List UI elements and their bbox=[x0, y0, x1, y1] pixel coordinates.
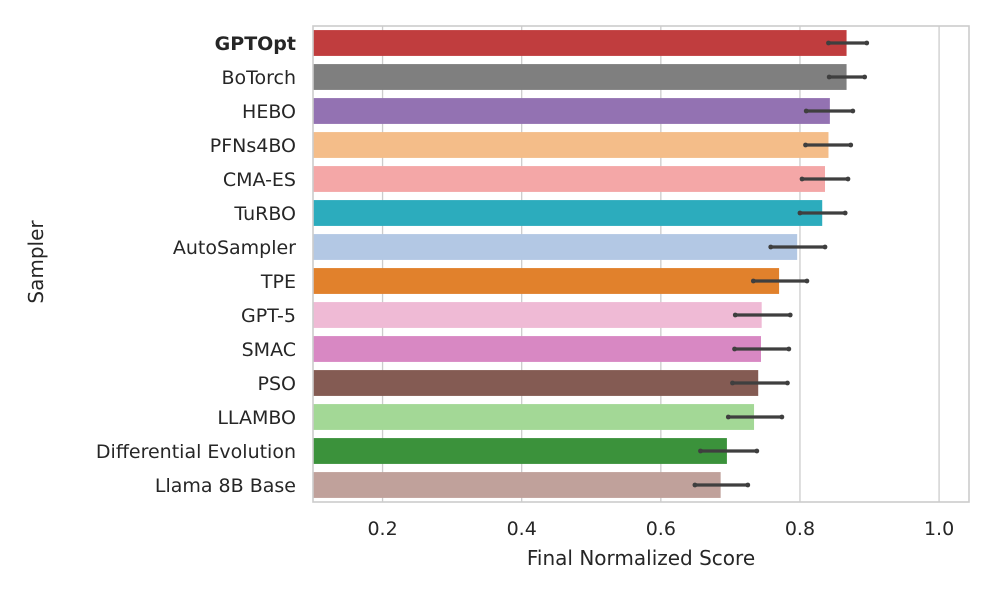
x-tick-label: 0.6 bbox=[646, 518, 676, 540]
error-cap-low bbox=[698, 448, 703, 454]
bars bbox=[313, 30, 847, 498]
x-axis-title: Final Normalized Score bbox=[527, 546, 755, 570]
y-tick-labels: GPTOpt BoTorch HEBO PFNs4BO CMA-ES TuRBO AutoS… bbox=[96, 33, 296, 497]
error-cap-high bbox=[850, 108, 856, 114]
bar bbox=[313, 98, 830, 124]
error-cap-low bbox=[799, 176, 805, 182]
error-cap-low bbox=[826, 74, 832, 80]
y-tick-label: BoTorch bbox=[221, 67, 296, 89]
error-cap-high bbox=[779, 414, 785, 420]
error-cap-high bbox=[848, 142, 854, 148]
error-cap-high bbox=[804, 278, 810, 284]
bar bbox=[313, 64, 847, 90]
error-cap-high bbox=[845, 176, 851, 182]
y-axis-title: Sampler bbox=[24, 220, 48, 304]
error-cap-high bbox=[862, 74, 868, 80]
y-tick-label: PSO bbox=[258, 373, 296, 395]
error-bars bbox=[692, 40, 870, 488]
error-cap-low bbox=[803, 142, 808, 148]
error-cap-low bbox=[732, 346, 737, 352]
bar bbox=[313, 336, 761, 362]
error-cap-low bbox=[750, 278, 756, 284]
error-cap-high bbox=[786, 346, 792, 352]
bar bbox=[313, 268, 780, 294]
bar bbox=[313, 438, 727, 464]
y-tick-label: HEBO bbox=[242, 101, 296, 123]
y-tick-label: GPT-5 bbox=[241, 305, 296, 327]
bar bbox=[313, 30, 847, 56]
y-tick-label: CMA-ES bbox=[223, 169, 296, 191]
error-cap-low bbox=[730, 380, 735, 386]
y-tick-label: TPE bbox=[260, 271, 296, 293]
bar bbox=[313, 302, 762, 328]
error-cap-high bbox=[754, 448, 760, 454]
error-cap-high bbox=[822, 244, 828, 250]
y-tick-label: AutoSampler bbox=[173, 237, 296, 259]
error-cap-low bbox=[692, 482, 698, 488]
error-cap-low bbox=[732, 312, 738, 318]
error-cap-high bbox=[785, 380, 790, 386]
error-cap-low bbox=[797, 210, 803, 216]
error-cap-low bbox=[803, 108, 809, 114]
bar bbox=[313, 370, 759, 396]
plot-frame bbox=[312, 25, 970, 503]
error-cap-high bbox=[745, 482, 751, 488]
bar bbox=[313, 404, 755, 430]
y-tick-label: GPTOpt bbox=[215, 33, 296, 55]
bar bbox=[313, 132, 829, 158]
x-tick-label: 0.4 bbox=[507, 518, 537, 540]
y-tick-label: TuRBO bbox=[233, 203, 296, 225]
error-cap-low bbox=[826, 40, 831, 46]
bar bbox=[313, 166, 825, 192]
y-tick-label: LLAMBO bbox=[217, 407, 296, 429]
error-cap-high bbox=[864, 40, 870, 46]
error-cap-low bbox=[768, 244, 774, 250]
y-tick-label: Llama 8B Base bbox=[155, 475, 296, 497]
error-cap-high bbox=[787, 312, 793, 318]
bar bbox=[313, 234, 798, 260]
x-tick-label: 0.8 bbox=[785, 518, 815, 540]
y-tick-label: Differential Evolution bbox=[96, 441, 296, 463]
y-tick-label: SMAC bbox=[242, 339, 296, 361]
error-cap-high bbox=[842, 210, 848, 216]
grid-lines bbox=[381, 26, 940, 502]
bar bbox=[313, 472, 721, 498]
y-tick-label: PFNs4BO bbox=[210, 135, 296, 157]
bar bbox=[313, 200, 823, 226]
x-tick-label: 1.0 bbox=[924, 518, 954, 540]
error-cap-low bbox=[725, 414, 731, 420]
x-tick-label: 0.2 bbox=[367, 518, 397, 540]
x-tick-labels: 0.2 0.4 0.6 0.8 1.0 bbox=[367, 518, 954, 540]
